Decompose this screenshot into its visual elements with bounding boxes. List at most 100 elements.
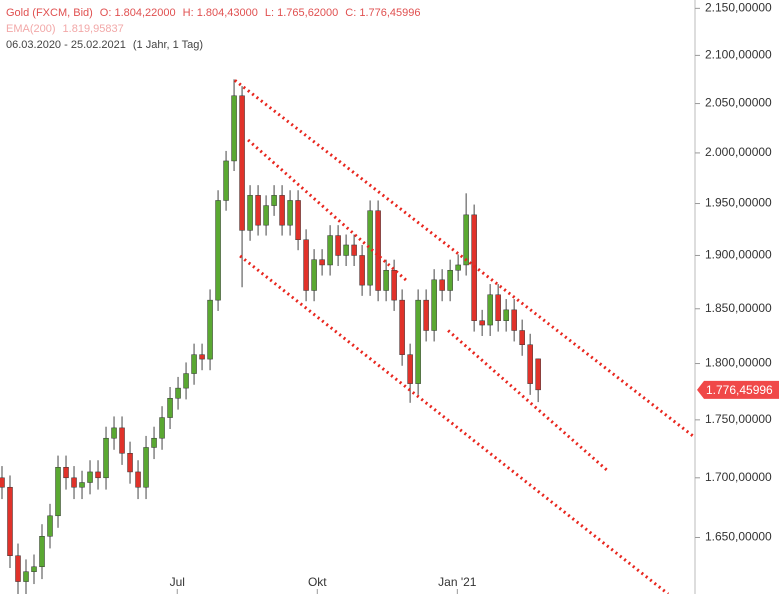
candle-body xyxy=(495,294,501,321)
candle-body xyxy=(143,447,149,488)
y-tick-label: 1.950,00000 xyxy=(705,196,772,210)
candle-body xyxy=(359,255,365,286)
candle-body xyxy=(31,566,37,572)
instrument-line: Gold (FXCM, Bid) O: 1.804,22000 H: 1.804,4… xyxy=(6,5,428,21)
candle-body xyxy=(127,453,133,473)
indicator-value: 1.819,95837 xyxy=(62,23,124,35)
candle-body xyxy=(455,264,461,271)
candle-body xyxy=(63,466,69,479)
candle-body xyxy=(111,427,117,439)
candle-body xyxy=(263,205,269,226)
header: Gold (FXCM, Bid) O: 1.804,22000 H: 1.804,4… xyxy=(6,5,428,53)
candle-body xyxy=(215,200,221,301)
candle-body xyxy=(503,309,509,321)
candle-body xyxy=(511,309,517,331)
candle-body xyxy=(319,259,325,266)
candle-body xyxy=(231,95,237,162)
candle-body xyxy=(519,330,525,345)
title: Gold (FXCM, Bid) xyxy=(6,7,93,19)
candle-body xyxy=(39,536,45,568)
candle-body xyxy=(287,200,293,226)
candle-body xyxy=(295,200,301,240)
ohlc: L: 1.765,62000 xyxy=(264,7,339,19)
candle-body xyxy=(399,299,405,355)
price-tag-label: 1.776,45996 xyxy=(706,383,773,397)
candle-body xyxy=(375,210,381,291)
candle-body xyxy=(119,427,125,454)
candle-body xyxy=(311,259,317,291)
y-tick-label: 1.900,00000 xyxy=(705,248,772,262)
candle-body xyxy=(407,354,413,384)
candle-body xyxy=(15,555,21,582)
x-tick-label: Jan '21 xyxy=(438,575,477,589)
candle-body xyxy=(199,354,205,360)
candle-body xyxy=(175,387,181,399)
candle-body xyxy=(103,437,109,479)
indicator-line: EMA(200) 1.819,95837 xyxy=(6,21,428,37)
y-tick-label: 1.700,00000 xyxy=(705,470,772,484)
y-tick-label: 2.050,00000 xyxy=(705,96,772,110)
candle-body xyxy=(423,299,429,331)
candle-body xyxy=(87,471,93,483)
candle-body xyxy=(47,515,53,537)
candle-body xyxy=(463,214,469,266)
candle-body xyxy=(271,195,277,206)
y-tick-label: 2.000,00000 xyxy=(705,145,772,159)
candle-body xyxy=(239,95,245,231)
candle-body xyxy=(191,354,197,374)
ohlc: H: 1.804,43000 xyxy=(182,7,258,19)
candle-body xyxy=(343,244,349,256)
x-tick-label: Okt xyxy=(308,575,327,589)
candle-body xyxy=(223,160,229,201)
candle-body xyxy=(159,417,165,439)
candle-body xyxy=(415,299,421,384)
candle-body xyxy=(151,437,157,448)
candle-body xyxy=(391,269,397,301)
y-tick-label: 2.150,00000 xyxy=(705,1,772,15)
candle-body xyxy=(255,195,261,226)
trendline xyxy=(447,329,608,472)
y-tick-label: 2.100,00000 xyxy=(705,48,772,62)
candle-body xyxy=(447,269,453,291)
x-tick-label: Jul xyxy=(170,575,185,589)
y-tick-label: 1.800,00000 xyxy=(705,356,772,370)
candle-body xyxy=(79,482,85,488)
trendline xyxy=(239,254,670,594)
y-tick-label: 1.850,00000 xyxy=(705,301,772,315)
candle-body xyxy=(0,477,5,488)
candle-body xyxy=(383,269,389,291)
y-tick-label: 1.750,00000 xyxy=(705,412,772,426)
candle-body xyxy=(303,239,309,291)
candle-body xyxy=(23,571,29,582)
y-tick-label: 1.650,00000 xyxy=(705,530,772,544)
candle-body xyxy=(431,279,437,331)
range: 06.03.2020 - 25.02.2021 xyxy=(6,39,126,51)
period: (1 Jahr, 1 Tag) xyxy=(132,39,204,51)
candle-body xyxy=(479,320,485,326)
candle-body xyxy=(247,195,253,231)
candle-body xyxy=(327,235,333,266)
plot xyxy=(0,79,696,594)
trendline xyxy=(233,79,696,439)
candle-body xyxy=(55,466,61,517)
candle-body xyxy=(487,294,493,326)
ohlc: C: 1.776,45996 xyxy=(345,7,421,19)
candle-body xyxy=(7,486,13,556)
range-line: 06.03.2020 - 25.02.2021 (1 Jahr, 1 Tag) xyxy=(6,37,428,53)
candle-body xyxy=(135,471,141,488)
candle-body xyxy=(71,477,77,488)
candle-body xyxy=(183,373,189,389)
candle-body xyxy=(351,244,357,256)
ohlc: O: 1.804,22000 xyxy=(99,7,176,19)
candle-body xyxy=(439,279,445,291)
candle-body xyxy=(527,344,533,384)
candle-body xyxy=(335,235,341,256)
candle-body xyxy=(535,358,541,391)
price-tag xyxy=(697,380,779,399)
candle-body xyxy=(207,299,213,360)
candle-body xyxy=(95,471,101,479)
candle-body xyxy=(367,210,373,286)
indicator-name: EMA(200) xyxy=(6,23,56,35)
